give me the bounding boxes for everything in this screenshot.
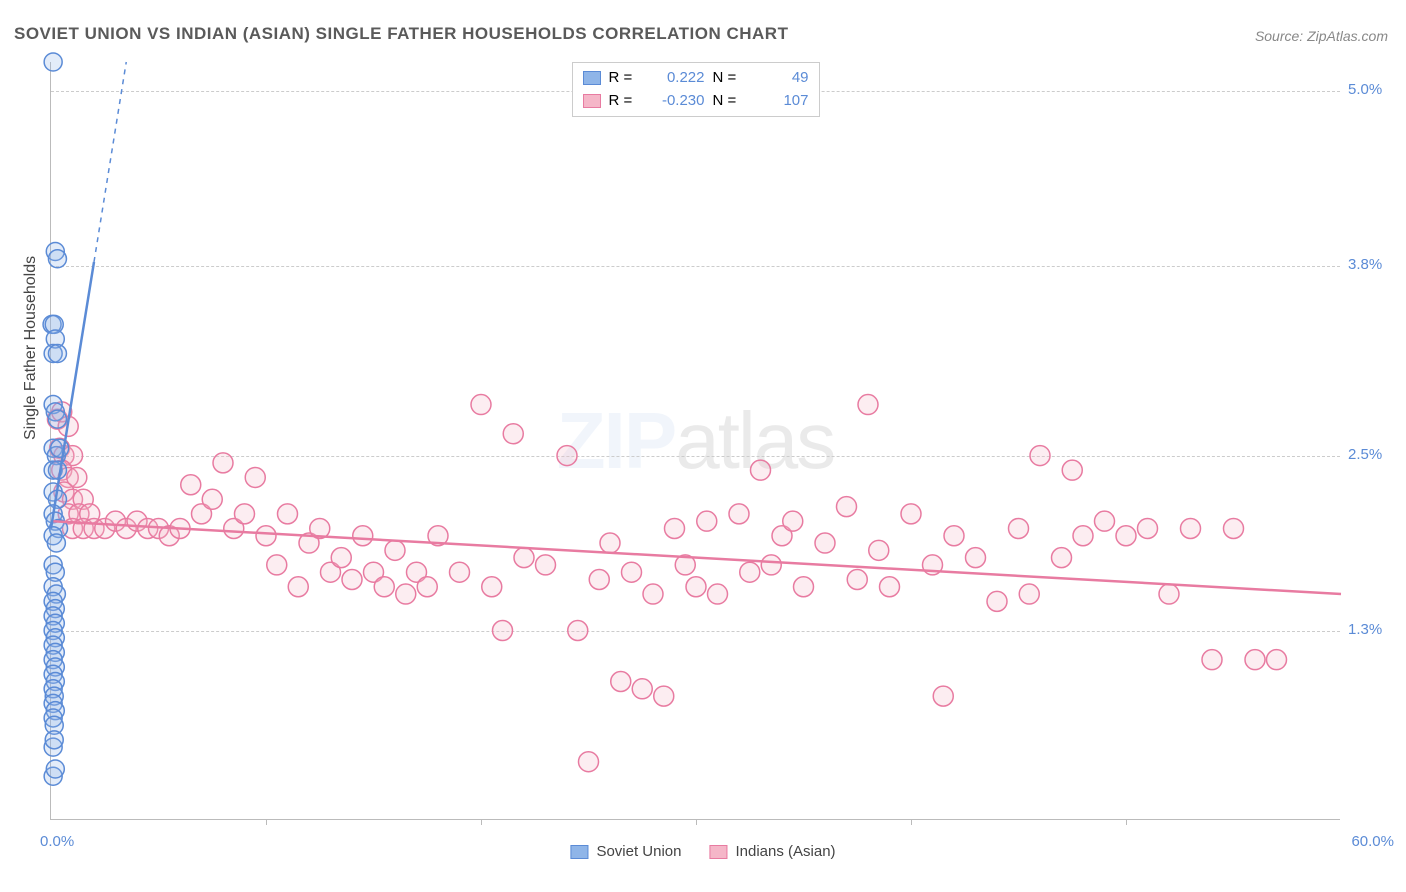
indian-n-value: 107	[749, 90, 809, 113]
soviet-n-value: 49	[749, 67, 809, 90]
source-label: Source: ZipAtlas.com	[1255, 28, 1388, 44]
chart-title: SOVIET UNION VS INDIAN (ASIAN) SINGLE FA…	[14, 24, 788, 44]
r-label: R =	[609, 67, 637, 90]
soviet-swatch	[570, 845, 588, 859]
y-axis-label: Single Father Households	[22, 256, 40, 440]
correlation-chart: SOVIET UNION VS INDIAN (ASIAN) SINGLE FA…	[0, 0, 1406, 892]
stats-legend: R = 0.222 N = 49 R = -0.230 N = 107	[572, 62, 820, 117]
y-tick-label: 2.5%	[1348, 446, 1398, 463]
soviet-label: Soviet Union	[596, 843, 681, 860]
r-label: R =	[609, 90, 637, 113]
stats-row-indian: R = -0.230 N = 107	[583, 90, 809, 113]
indian-swatch	[710, 845, 728, 859]
y-tick-label: 5.0%	[1348, 81, 1398, 98]
scatter-plot-svg	[51, 62, 1340, 819]
soviet-r-value: 0.222	[645, 67, 705, 90]
y-tick-label: 3.8%	[1348, 256, 1398, 273]
indian-swatch	[583, 94, 601, 108]
soviet-swatch	[583, 71, 601, 85]
n-label: N =	[713, 90, 741, 113]
stats-row-soviet: R = 0.222 N = 49	[583, 67, 809, 90]
x-tick-max: 60.0%	[1351, 833, 1394, 850]
legend-item-indian: Indians (Asian)	[710, 843, 836, 860]
legend-item-soviet: Soviet Union	[570, 843, 681, 860]
indian-label: Indians (Asian)	[736, 843, 836, 860]
plot-area: ZIPatlas 5.0%3.8%2.5%1.3% R = 0.222 N = …	[50, 62, 1340, 820]
n-label: N =	[713, 67, 741, 90]
y-tick-label: 1.3%	[1348, 621, 1398, 638]
x-tick-origin: 0.0%	[40, 833, 74, 850]
indian-r-value: -0.230	[645, 90, 705, 113]
series-legend: Soviet Union Indians (Asian)	[570, 843, 835, 860]
